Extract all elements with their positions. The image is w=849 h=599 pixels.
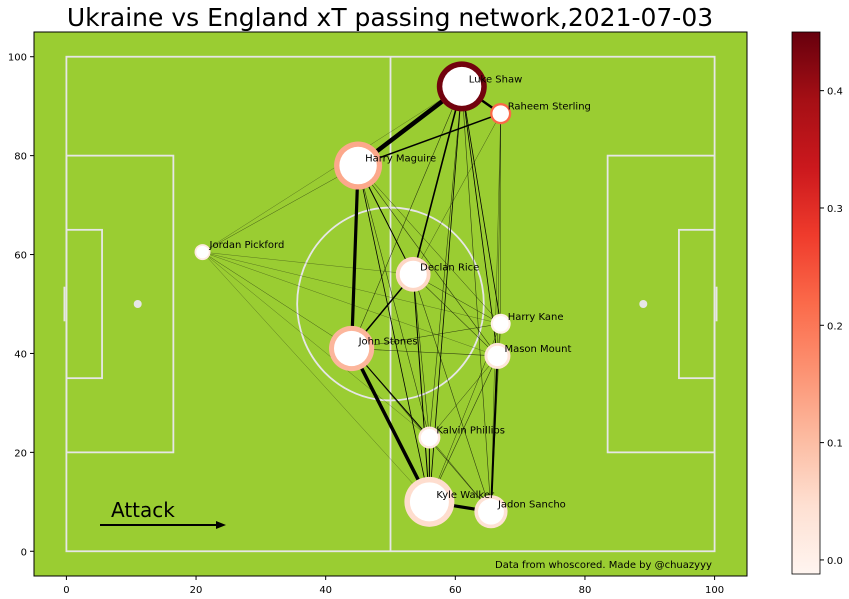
x-tick-label: 100 xyxy=(705,585,724,596)
player-node xyxy=(420,428,438,447)
pass-edge xyxy=(412,85,463,276)
player-node xyxy=(339,146,377,185)
colorbar-ticks: 0.0 0.1 0.2 0.3 0.4 xyxy=(820,87,843,567)
player-label: Harry Kane xyxy=(508,312,564,323)
chart-title: Ukraine vs England xT passing network,20… xyxy=(67,3,713,32)
colorbar: 0.0 0.1 0.2 0.3 0.4 xyxy=(791,31,843,575)
player-labels: Luke Shaw Raheem Sterling Harry Maguire Jor… xyxy=(209,74,591,510)
pass-edge xyxy=(429,355,498,438)
pass-edge xyxy=(202,251,430,502)
player-label: Declan Rice xyxy=(420,262,479,273)
pass-edge xyxy=(202,165,359,253)
player-node xyxy=(487,345,508,367)
colorbar-tick-label: 0.3 xyxy=(827,204,843,215)
colorbar-tick-label: 0.4 xyxy=(827,87,843,98)
right-six-yard-box xyxy=(678,228,716,380)
pass-edge xyxy=(202,251,498,357)
player-node xyxy=(442,66,482,106)
player-node xyxy=(492,105,509,122)
player-label: Kyle Walker xyxy=(436,490,495,501)
colorbar-tick-label: 0.2 xyxy=(827,321,843,332)
player-label: John Stones xyxy=(358,337,418,348)
plot-area: Luke Shaw Raheem Sterling Harry Maguire Jor… xyxy=(33,31,748,577)
y-tick-label: 80 xyxy=(14,152,27,163)
footer-note: Data from whoscored. Made by @chuazyyy xyxy=(495,560,712,571)
pass-edge xyxy=(202,251,414,275)
pass-edge xyxy=(412,113,501,275)
plot-frame xyxy=(33,31,748,577)
pass-edge xyxy=(351,86,463,349)
x-axis: 0 20 40 60 80 100 xyxy=(63,576,724,596)
y-tick-label: 60 xyxy=(14,251,27,262)
pass-edge xyxy=(412,274,492,513)
pass-edge xyxy=(357,165,430,438)
attack-indicator: Attack xyxy=(100,498,226,529)
player-label: Jordan Pickford xyxy=(209,240,285,251)
pass-edge xyxy=(490,113,501,512)
x-tick-label: 60 xyxy=(449,585,462,596)
attack-arrow-head xyxy=(216,521,226,529)
pass-edge xyxy=(461,86,492,513)
pass-edge xyxy=(357,165,498,357)
player-label: Luke Shaw xyxy=(469,74,523,85)
pass-edge xyxy=(412,274,430,438)
pass-edge xyxy=(461,86,502,325)
x-tick-label: 20 xyxy=(190,585,203,596)
right-penalty-spot xyxy=(639,300,648,308)
attack-label: Attack xyxy=(111,498,175,522)
pass-edge xyxy=(429,355,498,503)
player-label: Kalvin Phillips xyxy=(436,426,505,437)
colorbar-gradient xyxy=(791,31,821,575)
player-nodes xyxy=(194,61,512,529)
y-axis: 0 20 40 60 80 100 xyxy=(8,53,34,558)
pass-edge xyxy=(412,273,430,503)
player-node xyxy=(333,330,370,367)
y-tick-label: 100 xyxy=(8,53,27,64)
left-penalty-spot xyxy=(133,300,142,308)
pass-edge xyxy=(202,251,352,349)
player-node xyxy=(399,260,427,288)
player-node xyxy=(409,482,449,522)
center-circle xyxy=(296,206,485,402)
pass-edge xyxy=(429,86,463,438)
pass-edge xyxy=(357,165,430,503)
y-tick-label: 40 xyxy=(14,349,27,360)
pass-edge xyxy=(357,112,502,167)
y-tick-label: 20 xyxy=(14,448,27,459)
pass-edge xyxy=(202,251,430,438)
pass-edge xyxy=(461,86,498,357)
x-tick-label: 40 xyxy=(319,585,332,596)
pass-edge xyxy=(489,354,499,513)
colorbar-tick-label: 0.0 xyxy=(827,556,843,567)
player-node xyxy=(492,315,509,332)
x-tick-label: 80 xyxy=(579,585,592,596)
colorbar-tick-label: 0.1 xyxy=(827,439,843,450)
pass-edge xyxy=(351,323,501,349)
pass-edge xyxy=(357,165,501,325)
pass-edge xyxy=(412,274,498,357)
pass-edge xyxy=(202,251,501,324)
pass-edge xyxy=(202,86,462,253)
y-tick-label: 0 xyxy=(21,547,27,558)
player-node xyxy=(196,245,209,259)
player-label: Raheem Sterling xyxy=(508,102,591,113)
pass-edge xyxy=(349,346,432,504)
player-node xyxy=(478,498,504,525)
player-label: Mason Mount xyxy=(504,344,571,355)
left-six-yard-box xyxy=(65,228,103,380)
pass-edge xyxy=(350,163,360,351)
player-label: Harry Maguire xyxy=(365,154,436,165)
x-tick-label: 0 xyxy=(63,585,69,596)
player-label: Jadon Sancho xyxy=(497,500,566,511)
pass-edge xyxy=(351,348,498,357)
